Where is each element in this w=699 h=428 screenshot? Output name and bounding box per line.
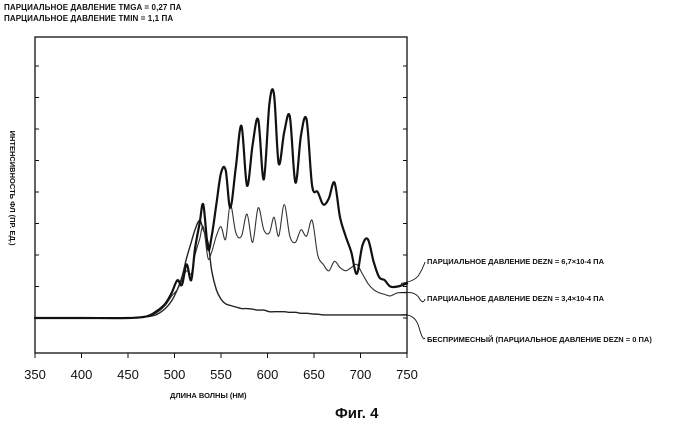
x-tick-labels: 350 400 450 500 550 600 650 700 750 <box>24 367 418 382</box>
x-tick-label: 750 <box>396 367 418 382</box>
x-tick-label: 650 <box>303 367 325 382</box>
legend-leader-undoped <box>400 314 426 340</box>
series-undoped <box>34 219 408 319</box>
figure-caption: Фиг. 4 <box>335 405 379 422</box>
header-tmga-pressure: ПАРЦИАЛЬНОЕ ДАВЛЕНИЕ TMGA = 0,27 ПА <box>4 3 182 12</box>
x-axis-label: ДЛИНА ВОЛНЫ (НМ) <box>170 391 247 400</box>
legend-label-undoped: БЕСПРИМЕСНЫЙ (ПАРЦИАЛЬНОЕ ДАВЛЕНИЕ DEZN … <box>427 335 652 344</box>
legend-leader-dezn-3-4 <box>400 291 426 303</box>
x-tick-label: 500 <box>164 367 186 382</box>
x-tick-label: 400 <box>71 367 93 382</box>
x-tick-label: 600 <box>257 367 279 382</box>
x-tick-label: 550 <box>210 367 232 382</box>
x-tick-label: 350 <box>24 367 46 382</box>
x-tick-label: 700 <box>350 367 372 382</box>
header-tmin-pressure: ПАРЦИАЛЬНОЕ ДАВЛЕНИЕ TMIN = 1,1 ПА <box>4 14 174 23</box>
series-dezn-3-4 <box>34 204 408 319</box>
legend-label-dezn-3-4: ПАРЦИАЛЬНОЕ ДАВЛЕНИЕ DEZN = 3,4×10-4 ПА <box>427 294 605 303</box>
legend-label-dezn-6-7: ПАРЦИАЛЬНОЕ ДАВЛЕНИЕ DEZN = 6,7×10-4 ПА <box>427 257 605 266</box>
plot-frame <box>34 36 408 354</box>
legend-leader-dezn-6-7 <box>400 261 426 284</box>
y-axis-label: ИНТЕНСИВНОСТЬ ФЛ (ПР. ЕД.) <box>8 131 17 246</box>
x-tick-label: 450 <box>117 367 139 382</box>
series-dezn-6-7 <box>33 88 409 320</box>
legend: ПАРЦИАЛЬНОЕ ДАВЛЕНИЕ DEZN = 6,7×10-4 ПА П… <box>400 257 652 344</box>
axis-ticks <box>34 65 408 358</box>
series-layer <box>33 88 409 320</box>
